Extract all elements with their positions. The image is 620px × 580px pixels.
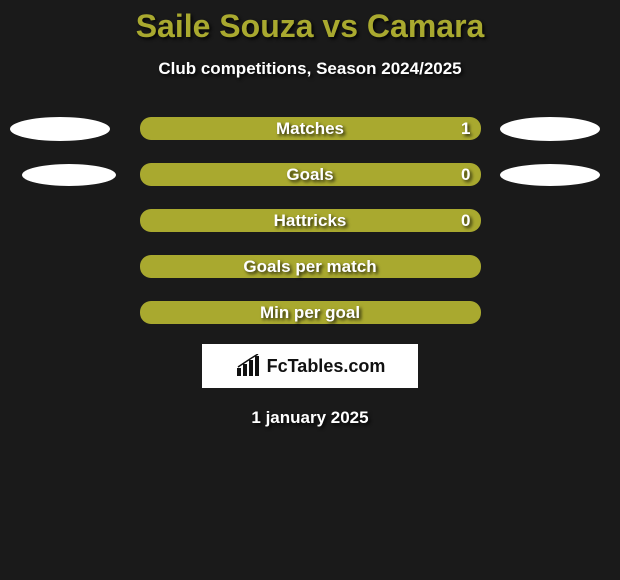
stat-rows: Matches 1 Goals 0 Hattricks 0 Goals per … [0,117,620,324]
stat-bar: Hattricks 0 [140,209,481,232]
stat-label: Min per goal [260,303,360,323]
stat-bar: Goals 0 [140,163,481,186]
stat-label: Goals per match [243,257,376,277]
stat-label: Goals [286,165,333,185]
page-title: Saile Souza vs Camara [0,8,620,45]
stat-bar: Goals per match [140,255,481,278]
chart-icon [235,354,261,378]
subtitle: Club competitions, Season 2024/2025 [0,59,620,79]
brand-name: FcTables.com [267,356,386,377]
stat-row: Goals per match [0,255,620,278]
stat-value-right: 1 [461,119,470,139]
player-right-bubble [500,164,600,186]
stat-row: Matches 1 [0,117,620,140]
stat-value-right: 0 [461,165,470,185]
stat-label: Matches [276,119,344,139]
comparison-widget: Saile Souza vs Camara Club competitions,… [0,0,620,428]
date-label: 1 january 2025 [0,408,620,428]
stat-row: Min per goal [0,301,620,324]
stat-label: Hattricks [274,211,347,231]
player-right-bubble [500,117,600,141]
stat-bar: Matches 1 [140,117,481,140]
stat-bar: Min per goal [140,301,481,324]
stat-row: Goals 0 [0,163,620,186]
player-left-bubble [22,164,116,186]
stat-value-right: 0 [461,211,470,231]
stat-row: Hattricks 0 [0,209,620,232]
player-left-bubble [10,117,110,141]
brand-logo[interactable]: FcTables.com [202,344,418,388]
